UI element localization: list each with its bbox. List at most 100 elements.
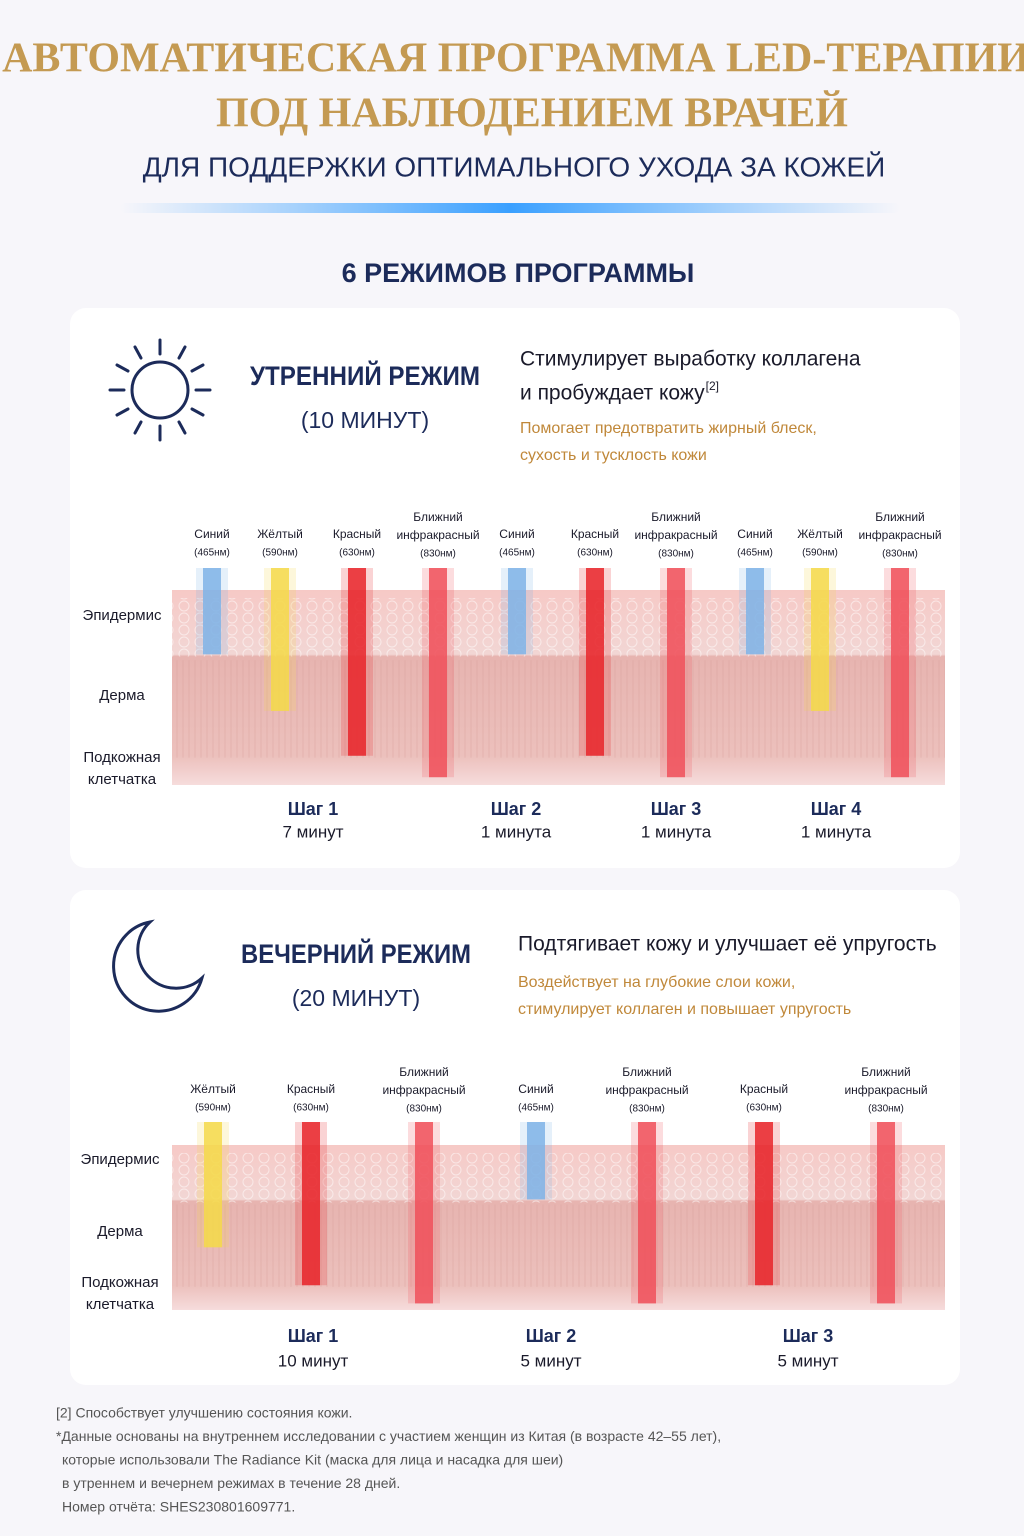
layer-label: клетчатка [86, 1296, 155, 1313]
step-duration: 1 минута [801, 822, 872, 841]
light-name: Синий [518, 1082, 553, 1096]
light-wavelength: (590нм) [262, 548, 298, 559]
light-wavelength: (630нм) [746, 1103, 782, 1114]
mode-name: УТРЕННИЙ РЕЖИМ [250, 360, 480, 391]
glow-line [120, 203, 900, 213]
subtitle: ДЛЯ ПОДДЕРЖКИ ОПТИМАЛЬНОГО УХОДА ЗА КОЖЕ… [143, 151, 886, 182]
light-name: Синий [194, 527, 229, 541]
light-name: Ближний [622, 1065, 672, 1079]
step-label: Шаг 3 [783, 1326, 834, 1346]
mode-duration: (10 МИНУТ) [301, 407, 429, 433]
step-label: Шаг 1 [288, 1326, 339, 1346]
light-name: Ближний [413, 510, 463, 524]
step-label: Шаг 4 [811, 799, 862, 819]
light-wavelength: (465нм) [737, 548, 773, 559]
layer-label: Подкожная [81, 1274, 158, 1291]
layer-label: Подкожная [83, 749, 160, 766]
light-beam [877, 1122, 895, 1304]
light-wavelength: (630нм) [577, 548, 613, 559]
light-wavelength: (630нм) [293, 1103, 329, 1114]
step-duration: 7 минут [282, 822, 343, 841]
light-name: Ближний [861, 1065, 911, 1079]
light-wavelength: (630нм) [339, 548, 375, 559]
mode-name: ВЕЧЕРНИЙ РЕЖИМ [241, 938, 471, 969]
mode-description: сухость и тусклость кожи [520, 447, 707, 464]
footnote-ref: [2] [706, 379, 719, 393]
layer-label: Дерма [97, 1223, 143, 1240]
step-duration: 1 минута [641, 822, 712, 841]
light-beam [811, 568, 829, 711]
footnote: в утреннем и вечернем режимах в течение … [62, 1475, 400, 1491]
layer-label: Дерма [99, 687, 145, 704]
light-wavelength: (465нм) [518, 1103, 554, 1114]
light-beam [271, 568, 289, 711]
mode-duration: (20 МИНУТ) [292, 985, 420, 1011]
light-beam [429, 568, 447, 778]
light-beam [415, 1122, 433, 1304]
light-name: Ближний [399, 1065, 449, 1079]
light-name: инфракрасный [382, 1083, 465, 1097]
light-name: инфракрасный [844, 1083, 927, 1097]
light-beam [667, 568, 685, 778]
light-name: Синий [499, 527, 534, 541]
light-name: Жёлтый [257, 527, 303, 541]
light-name: Ближний [875, 510, 925, 524]
step-duration: 1 минута [481, 822, 552, 841]
step-duration: 5 минут [777, 1351, 838, 1370]
light-wavelength: (465нм) [194, 548, 230, 559]
layer-label: Эпидермис [81, 1151, 160, 1168]
light-beam [638, 1122, 656, 1304]
layer-label: клетчатка [88, 771, 157, 788]
light-wavelength: (830нм) [629, 1104, 665, 1115]
light-wavelength: (830нм) [406, 1104, 442, 1115]
light-name: инфракрасный [858, 528, 941, 542]
mode-headline: и пробуждает кожу [520, 382, 705, 405]
light-wavelength: (830нм) [882, 549, 918, 560]
footnote: которые использовали The Radiance Kit (м… [62, 1452, 563, 1468]
light-name: Синий [737, 527, 772, 541]
light-beam [508, 568, 526, 655]
title: АВТОМАТИЧЕСКАЯ ПРОГРАММА LED-ТЕРАПИИ [2, 36, 1024, 82]
light-beam [302, 1122, 320, 1286]
step-label: Шаг 2 [526, 1326, 577, 1346]
light-name: Красный [287, 1082, 335, 1096]
step-duration: 5 минут [520, 1351, 581, 1370]
mode-headline: Подтягивает кожу и улучшает её упругость [518, 933, 937, 956]
sun-icon [108, 338, 212, 442]
light-beam [203, 568, 221, 655]
skin-fibers [172, 1204, 945, 1287]
light-beam [204, 1122, 222, 1248]
light-name: Жёлтый [190, 1082, 236, 1096]
light-beam [586, 568, 604, 756]
step-label: Шаг 1 [288, 799, 339, 819]
layer-label: Эпидермис [83, 607, 162, 624]
light-wavelength: (830нм) [868, 1104, 904, 1115]
light-name: Ближний [651, 510, 701, 524]
light-wavelength: (590нм) [195, 1103, 231, 1114]
light-wavelength: (830нм) [420, 549, 456, 560]
light-name: инфракрасный [396, 528, 479, 542]
light-wavelength: (830нм) [658, 549, 694, 560]
title: ПОД НАБЛЮДЕНИЕМ ВРАЧЕЙ [216, 91, 848, 137]
footnote: *Данные основаны на внутреннем исследова… [56, 1428, 721, 1444]
light-name: инфракрасный [605, 1083, 688, 1097]
footnote: [2] Способствует улучшению состояния кож… [56, 1405, 352, 1421]
mode-description: стимулирует коллаген и повышает упругост… [518, 1001, 851, 1018]
light-beam [755, 1122, 773, 1286]
light-name: Жёлтый [797, 527, 843, 541]
light-name: Красный [333, 527, 381, 541]
moon-icon [112, 919, 205, 1013]
step-label: Шаг 3 [651, 799, 702, 819]
mode-headline: Стимулирует выработку коллагена [520, 348, 861, 371]
light-name: Красный [571, 527, 619, 541]
light-name: инфракрасный [634, 528, 717, 542]
light-beam [527, 1122, 545, 1200]
footnote: Номер отчёта: SHES230801609771. [62, 1499, 295, 1515]
light-wavelength: (590нм) [802, 548, 838, 559]
mode-description: Помогает предотвратить жирный блеск, [520, 420, 817, 437]
mode-description: Воздействует на глубокие слои кожи, [518, 974, 795, 991]
skin-cells [172, 1153, 945, 1203]
light-beam [348, 568, 366, 756]
step-label: Шаг 2 [491, 799, 542, 819]
